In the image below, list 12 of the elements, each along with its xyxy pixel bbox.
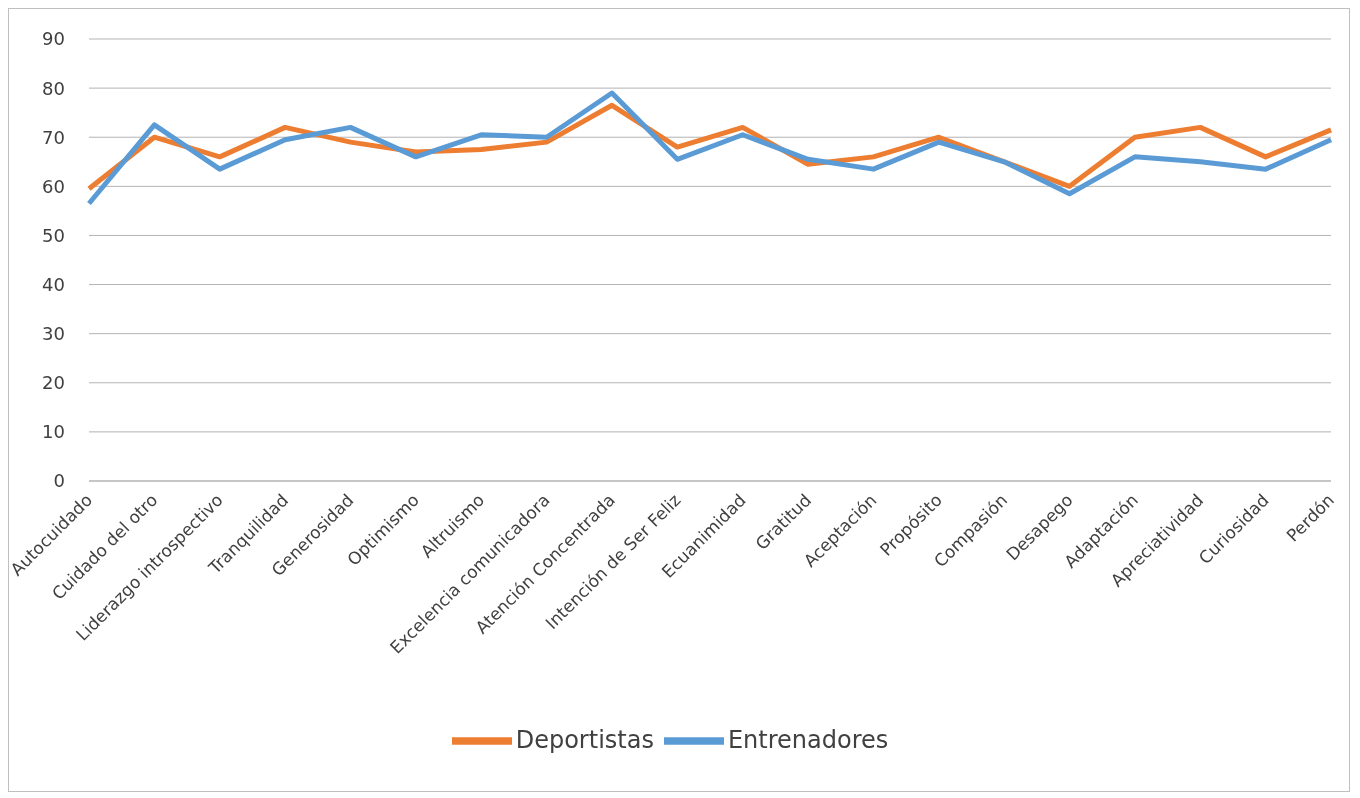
y-tick-label: 40: [42, 273, 65, 295]
y-tick-label: 20: [42, 372, 65, 394]
y-tick-label: 70: [42, 126, 65, 148]
y-tick-label: 90: [42, 28, 65, 50]
legend-label: Deportistas: [515, 726, 654, 754]
y-tick-label: 0: [53, 470, 65, 492]
y-tick-label: 60: [42, 175, 65, 197]
y-tick-label: 30: [42, 323, 65, 345]
y-tick-label: 50: [42, 224, 65, 246]
legend-label: Entrenadores: [727, 726, 889, 754]
y-tick-label: 80: [42, 77, 65, 99]
y-tick-label: 10: [42, 421, 65, 443]
